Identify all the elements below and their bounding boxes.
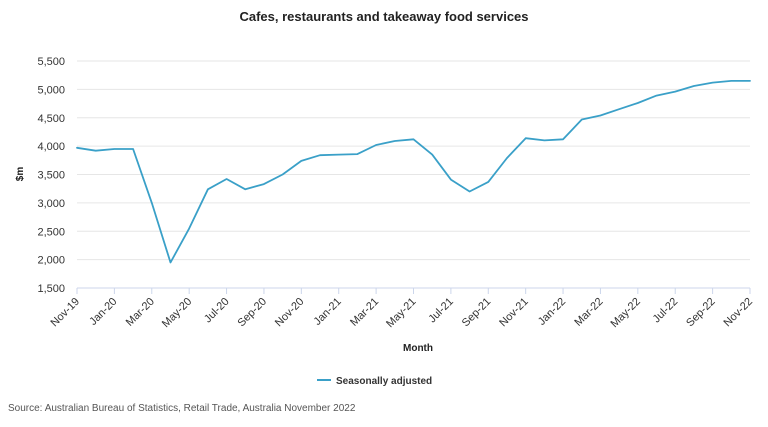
data-point[interactable]: [92, 147, 100, 155]
data-point[interactable]: [484, 178, 492, 186]
y-axis-title: $m: [15, 167, 26, 182]
y-tick-label: 5,000: [37, 84, 65, 96]
data-point[interactable]: [372, 141, 380, 149]
data-point[interactable]: [596, 111, 604, 119]
x-tick-label: Mar-20: [124, 296, 157, 329]
x-tick-label: Jul-21: [426, 296, 456, 326]
x-tick-label: Nov-21: [497, 296, 531, 330]
data-point[interactable]: [653, 92, 661, 100]
x-axis-ticks: [76, 288, 751, 294]
data-point[interactable]: [166, 258, 174, 266]
data-point[interactable]: [110, 145, 118, 153]
x-tick-label: Mar-21: [348, 296, 381, 329]
data-point[interactable]: [297, 157, 305, 165]
y-tick-label: 4,000: [37, 141, 65, 153]
data-point[interactable]: [204, 185, 212, 193]
data-point[interactable]: [428, 151, 436, 159]
grid-lines: [77, 60, 750, 261]
x-tick-label: May-20: [160, 296, 194, 330]
data-point[interactable]: [634, 99, 642, 107]
x-tick-label: Jul-20: [202, 296, 232, 326]
data-point[interactable]: [727, 77, 735, 85]
series-line-seasonally-adjusted[interactable]: [76, 80, 751, 264]
data-point[interactable]: [522, 134, 530, 142]
data-point[interactable]: [260, 180, 268, 188]
y-axis-tick-labels: 1,500 2,000 2,500 3,000 3,500 4,000 4,500 5,000…: [37, 56, 65, 295]
data-point[interactable]: [410, 135, 418, 143]
y-tick-label: 5,500: [37, 56, 65, 68]
data-point[interactable]: [353, 150, 361, 158]
chart-title: Cafes, restaurants and takeaway food ser…: [239, 9, 528, 24]
data-point[interactable]: [559, 135, 567, 143]
x-tick-label: Jan-22: [536, 296, 568, 328]
x-tick-label: Nov-20: [273, 296, 307, 330]
x-tick-label: May-22: [609, 296, 643, 330]
data-point[interactable]: [746, 77, 754, 85]
data-point[interactable]: [690, 82, 698, 90]
source-note: Source: Australian Bureau of Statistics,…: [8, 403, 356, 414]
data-point[interactable]: [503, 154, 511, 162]
data-point[interactable]: [279, 171, 287, 179]
x-tick-label: Jul-22: [651, 296, 681, 326]
x-tick-label: Sep-21: [460, 296, 494, 330]
data-point[interactable]: [447, 176, 455, 184]
y-tick-label: 2,000: [37, 255, 65, 267]
x-tick-label: Jan-21: [312, 296, 344, 328]
x-tick-label: Nov-22: [722, 296, 756, 330]
data-point[interactable]: [671, 88, 679, 96]
y-tick-label: 3,000: [37, 198, 65, 210]
data-point[interactable]: [709, 79, 717, 87]
data-point[interactable]: [578, 115, 586, 123]
y-tick-label: 1,500: [37, 283, 65, 295]
legend[interactable]: Seasonally adjusted: [317, 376, 432, 387]
data-point[interactable]: [185, 224, 193, 232]
data-point[interactable]: [223, 175, 231, 183]
y-tick-label: 2,500: [37, 226, 65, 238]
x-axis-tick-labels: Nov-19 Jan-20 Mar-20 May-20 Jul-20 Sep-20 Nov-…: [49, 296, 756, 330]
x-tick-label: Jan-20: [87, 296, 119, 328]
series-layer: [73, 77, 754, 266]
data-point[interactable]: [241, 185, 249, 193]
data-point[interactable]: [129, 145, 137, 153]
data-point[interactable]: [316, 151, 324, 159]
data-point[interactable]: [335, 151, 343, 159]
y-tick-label: 3,500: [37, 170, 65, 182]
x-tick-label: Nov-19: [49, 296, 83, 330]
data-point[interactable]: [466, 188, 474, 196]
x-tick-label: Sep-20: [235, 296, 269, 330]
x-axis-title: Month: [403, 343, 433, 354]
data-point[interactable]: [540, 136, 548, 144]
data-point[interactable]: [615, 105, 623, 113]
data-point[interactable]: [73, 144, 81, 152]
y-tick-label: 4,500: [37, 113, 65, 125]
legend-label: Seasonally adjusted: [336, 376, 432, 387]
data-point[interactable]: [148, 199, 156, 207]
data-point[interactable]: [391, 137, 399, 145]
x-tick-label: May-21: [384, 296, 418, 330]
x-tick-label: Sep-22: [684, 296, 718, 330]
x-tick-label: Mar-22: [572, 296, 605, 329]
